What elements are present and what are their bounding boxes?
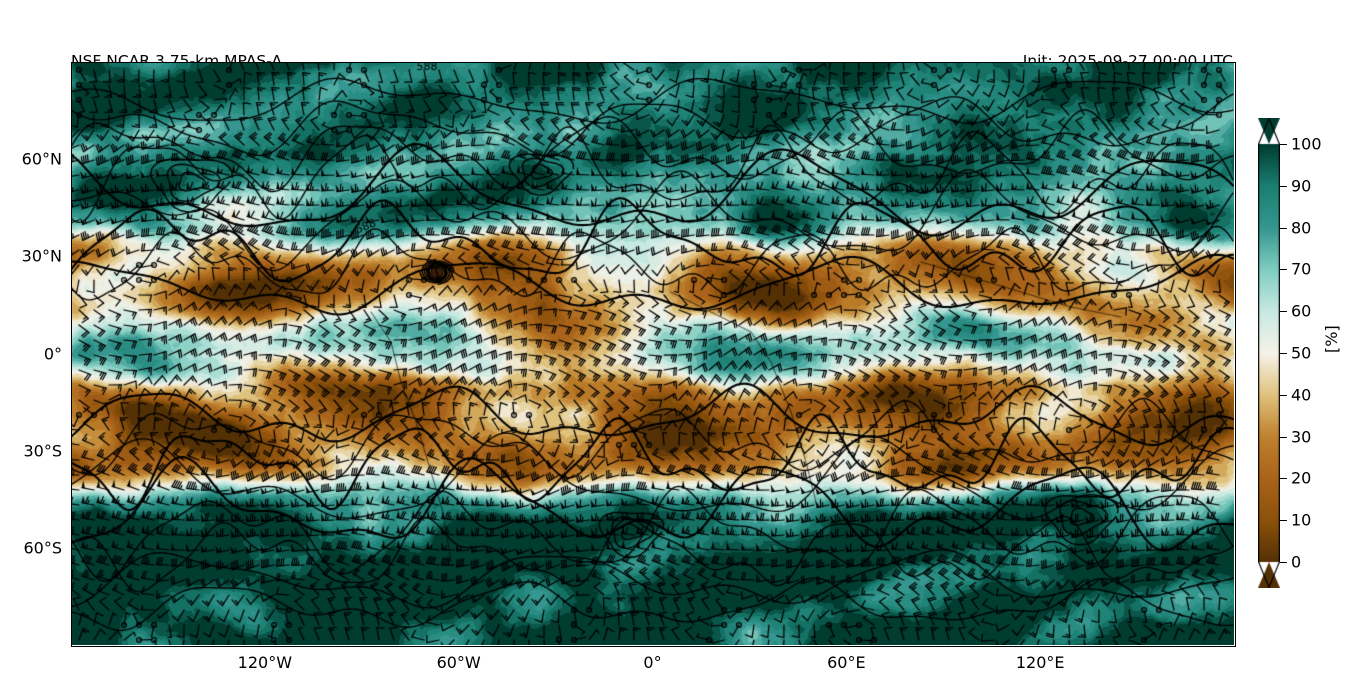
colorbar-tick — [1280, 269, 1287, 271]
colorbar-tick-label: 10 — [1291, 510, 1312, 530]
colorbar-tick — [1280, 227, 1287, 229]
latitude-tick-label: 60°S — [23, 538, 62, 558]
colorbar-tick — [1280, 394, 1287, 396]
latitude-tick-label: 30°N — [21, 246, 62, 266]
colorbar-tick — [1280, 353, 1287, 354]
colorbar-tick — [1280, 478, 1287, 480]
colorbar-tick-label: 90 — [1291, 176, 1312, 196]
latitude-tick-label: 0° — [43, 344, 62, 363]
latitude-tick-label: 60°N — [21, 149, 62, 169]
map-plot-area — [71, 62, 1234, 645]
latitude-tick-label: 30°S — [23, 441, 62, 461]
colorbar-tick — [1280, 311, 1287, 313]
colorbar-tick-label: 40 — [1291, 385, 1312, 405]
colorbar-unit-label: [%] — [1322, 325, 1341, 353]
colorbar-tick-label: 80 — [1291, 218, 1312, 238]
colorbar-tick-label: 20 — [1291, 468, 1312, 488]
colorbar-tick — [1280, 185, 1287, 187]
colorbar-tick-label: 0 — [1291, 552, 1302, 572]
longitude-tick-label: 120°E — [1015, 653, 1065, 672]
longitude-tick-label: 60°W — [436, 653, 481, 672]
colorbar-tick-label: 30 — [1291, 427, 1312, 447]
longitude-tick-label: 60°E — [827, 653, 866, 672]
colorbar-tick — [1280, 520, 1287, 522]
colorbar-tick-label: 50 — [1291, 343, 1312, 363]
colorbar-tick — [1280, 436, 1287, 438]
colorbar-tick-label: 60 — [1291, 301, 1312, 321]
longitude-tick-label: 120°W — [237, 653, 293, 672]
humidity-wind-map — [71, 62, 1234, 645]
colorbar-tick-label: 70 — [1291, 259, 1312, 279]
colorbar-tick-label: 100 — [1291, 134, 1322, 154]
colorbar — [1258, 118, 1280, 588]
longitude-tick-label: 0° — [643, 653, 662, 672]
colorbar-gradient — [1258, 118, 1280, 588]
colorbar-tick — [1280, 144, 1287, 145]
colorbar-tick — [1280, 562, 1287, 563]
